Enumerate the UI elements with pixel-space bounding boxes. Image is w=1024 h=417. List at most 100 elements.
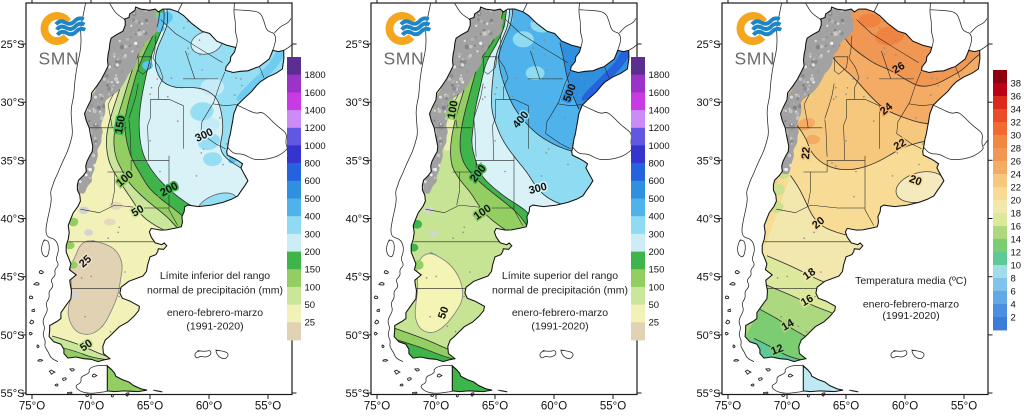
svg-text:70°O: 70°O (774, 401, 800, 413)
svg-text:30°S: 30°S (697, 97, 721, 109)
svg-text:Límite superior del rango: Límite superior del rango (502, 270, 618, 282)
svg-text:55°O: 55°O (600, 401, 626, 413)
svg-text:55°S: 55°S (346, 388, 370, 400)
svg-text:55°O: 55°O (951, 401, 977, 413)
svg-text:40°S: 40°S (1, 214, 25, 226)
svg-text:55°S: 55°S (1, 388, 25, 400)
svg-text:25: 25 (305, 318, 316, 329)
svg-text:34: 34 (1011, 104, 1022, 115)
svg-text:28: 28 (1011, 143, 1022, 154)
svg-text:35°S: 35°S (697, 155, 721, 167)
svg-text:4: 4 (1011, 299, 1016, 310)
svg-text:400: 400 (649, 212, 665, 223)
svg-text:100: 100 (305, 282, 321, 293)
svg-text:100: 100 (446, 100, 461, 120)
svg-text:(1991-2020): (1991-2020) (531, 321, 588, 333)
svg-text:Límite inferior del rango: Límite inferior del rango (160, 270, 270, 282)
svg-text:50: 50 (649, 300, 660, 311)
svg-text:45°S: 45°S (697, 272, 721, 284)
svg-text:600: 600 (649, 176, 665, 187)
svg-text:SMN: SMN (39, 49, 80, 69)
svg-text:55°S: 55°S (697, 388, 721, 400)
svg-text:20: 20 (1011, 195, 1022, 206)
svg-text:20: 20 (908, 173, 924, 188)
svg-text:65°O: 65°O (137, 401, 163, 413)
svg-text:(1991-2020): (1991-2020) (186, 321, 243, 333)
svg-text:35°S: 35°S (346, 155, 370, 167)
svg-text:25°S: 25°S (697, 39, 721, 51)
svg-text:800: 800 (305, 159, 321, 170)
svg-text:55°O: 55°O (255, 401, 281, 413)
svg-text:50°S: 50°S (346, 330, 370, 342)
svg-text:1000: 1000 (649, 141, 670, 152)
svg-text:75°O: 75°O (364, 401, 390, 413)
svg-text:1800: 1800 (305, 70, 326, 81)
svg-text:60°O: 60°O (541, 401, 567, 413)
svg-text:45°S: 45°S (1, 272, 25, 284)
svg-text:25: 25 (649, 318, 660, 329)
svg-text:1600: 1600 (649, 88, 670, 99)
svg-text:12: 12 (1011, 247, 1022, 258)
svg-text:200: 200 (649, 247, 665, 258)
svg-text:30°S: 30°S (346, 97, 370, 109)
svg-text:SMN: SMN (735, 49, 776, 69)
svg-text:500: 500 (649, 194, 665, 205)
svg-text:16: 16 (1011, 221, 1022, 232)
svg-text:30: 30 (1011, 130, 1022, 141)
svg-text:1600: 1600 (305, 88, 326, 99)
svg-text:25°S: 25°S (1, 39, 25, 51)
svg-text:22: 22 (800, 147, 813, 160)
svg-text:2: 2 (1011, 312, 1016, 323)
svg-text:500: 500 (305, 194, 321, 205)
svg-text:Temperatura media (ºC): Temperatura media (ºC) (855, 275, 967, 287)
svg-text:50°S: 50°S (697, 330, 721, 342)
svg-text:30°S: 30°S (1, 97, 25, 109)
svg-text:75°O: 75°O (19, 401, 45, 413)
svg-text:normal de precipitación (mm): normal de precipitación (mm) (492, 285, 628, 297)
svg-text:35°S: 35°S (1, 155, 25, 167)
svg-text:70°O: 70°O (78, 401, 104, 413)
svg-text:1400: 1400 (305, 106, 326, 117)
svg-text:40°S: 40°S (346, 214, 370, 226)
svg-text:enero-febrero-marzo: enero-febrero-marzo (512, 307, 608, 319)
svg-text:36: 36 (1011, 91, 1022, 102)
svg-text:50: 50 (436, 305, 451, 321)
svg-text:600: 600 (305, 176, 321, 187)
svg-text:SMN: SMN (384, 49, 425, 69)
svg-text:25°S: 25°S (346, 39, 370, 51)
svg-text:enero-febrero-marzo: enero-febrero-marzo (167, 307, 263, 319)
svg-text:22: 22 (1011, 182, 1022, 193)
svg-text:150: 150 (305, 265, 321, 276)
svg-text:(1991-2020): (1991-2020) (882, 310, 939, 322)
svg-text:enero-febrero-marzo: enero-febrero-marzo (863, 299, 959, 311)
svg-text:100: 100 (649, 282, 665, 293)
svg-text:40°S: 40°S (697, 214, 721, 226)
svg-text:60°O: 60°O (892, 401, 918, 413)
svg-text:150: 150 (113, 115, 128, 135)
svg-text:150: 150 (649, 265, 665, 276)
svg-text:300: 300 (305, 229, 321, 240)
svg-text:24: 24 (1011, 169, 1022, 180)
svg-text:75°O: 75°O (715, 401, 741, 413)
svg-text:normal de precipitación (mm): normal de precipitación (mm) (147, 285, 283, 297)
svg-text:65°O: 65°O (833, 401, 859, 413)
svg-text:8: 8 (1011, 273, 1016, 284)
svg-text:1000: 1000 (305, 141, 326, 152)
svg-text:1800: 1800 (649, 70, 670, 81)
svg-text:45°S: 45°S (346, 272, 370, 284)
svg-text:50°S: 50°S (1, 330, 25, 342)
svg-text:200: 200 (305, 247, 321, 258)
svg-text:50: 50 (305, 300, 316, 311)
svg-text:14: 14 (1011, 234, 1022, 245)
svg-text:12: 12 (769, 342, 785, 357)
svg-text:60°O: 60°O (196, 401, 222, 413)
svg-text:26: 26 (1011, 156, 1022, 167)
svg-text:10: 10 (1011, 260, 1022, 271)
svg-text:6: 6 (1011, 286, 1016, 297)
svg-text:300: 300 (649, 229, 665, 240)
svg-text:65°O: 65°O (482, 401, 508, 413)
svg-text:1200: 1200 (305, 123, 326, 134)
svg-text:1400: 1400 (649, 106, 670, 117)
svg-text:800: 800 (649, 159, 665, 170)
svg-text:1200: 1200 (649, 123, 670, 134)
